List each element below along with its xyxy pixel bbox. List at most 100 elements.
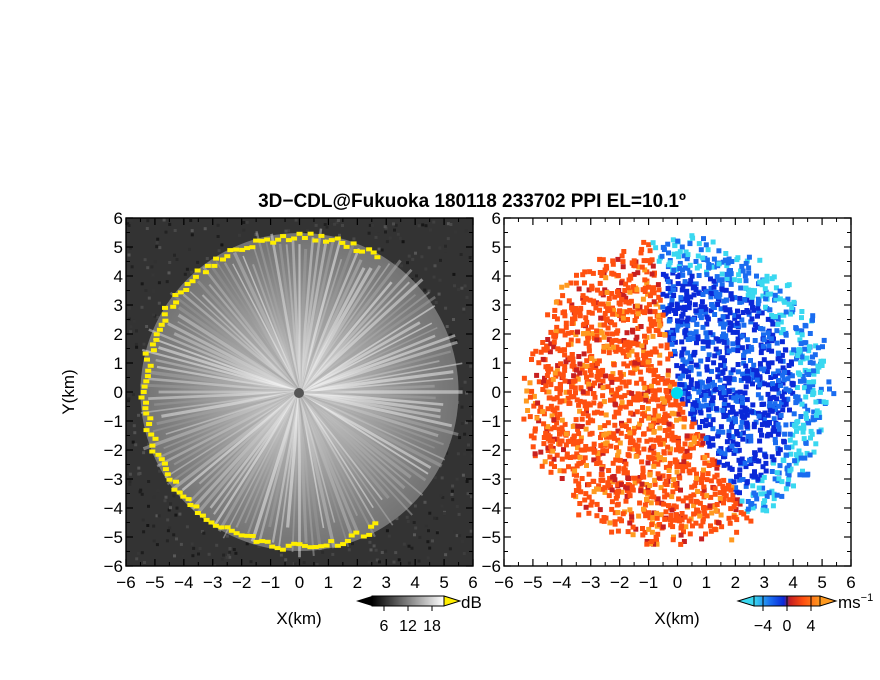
- velocity-pixel: [679, 517, 685, 523]
- velocity-pixel: [756, 296, 761, 302]
- velocity-pixel: [669, 507, 675, 513]
- velocity-pixel: [683, 524, 689, 530]
- noise-speckle: [441, 496, 445, 499]
- velocity-pixel: [569, 330, 575, 336]
- velocity-pixel: [687, 445, 693, 451]
- velocity-pixel: [670, 537, 676, 543]
- velocity-pixel: [785, 465, 791, 471]
- velocity-pixel: [749, 409, 755, 415]
- noise-speckle: [136, 551, 140, 555]
- velocity-pixel: [730, 347, 736, 353]
- velocity-pixel: [626, 476, 631, 481]
- velocity-pixel: [591, 391, 597, 396]
- velocity-pixel: [734, 529, 740, 535]
- noise-speckle: [157, 281, 161, 285]
- velocity-pixel: [569, 384, 575, 390]
- velocity-pixel: [615, 428, 621, 434]
- noise-speckle: [140, 305, 144, 309]
- velocity-pixel: [619, 400, 625, 406]
- velocity-pixel: [534, 372, 540, 378]
- noise-speckle: [428, 511, 432, 515]
- velocity-pixel: [572, 385, 578, 391]
- velocity-pixel: [700, 255, 706, 261]
- velocity-pixel: [783, 422, 789, 428]
- velocity-pixel: [737, 299, 743, 305]
- velocity-pixel: [662, 457, 667, 463]
- velocity-pixel: [620, 511, 626, 517]
- noise-speckle: [471, 257, 473, 261]
- velocity-pixel: [540, 409, 546, 415]
- velocity-pixel: [787, 311, 793, 317]
- velocity-pixel: [635, 342, 641, 348]
- velocity-pixel: [557, 431, 562, 437]
- beam-ray: [298, 295, 436, 394]
- velocity-pixel: [611, 362, 617, 367]
- velocity-pixel: [762, 498, 768, 504]
- velocity-pixel: [721, 462, 727, 468]
- velocity-pixel: [660, 312, 666, 318]
- velocity-pixel: [709, 291, 715, 297]
- velocity-pixel: [667, 384, 673, 390]
- velocity-pixel: [623, 461, 629, 467]
- velocity-pixel: [666, 318, 672, 324]
- noise-speckle: [338, 233, 341, 237]
- velocity-pixel: [798, 452, 804, 458]
- velocity-pixel: [761, 491, 767, 497]
- velocity-pixel: [548, 366, 554, 372]
- velocity-pixel: [770, 460, 776, 466]
- velocity-pixel: [683, 334, 689, 340]
- velocity-pixel: [571, 394, 577, 400]
- edge-pixel: [194, 511, 201, 515]
- velocity-pixel: [689, 233, 695, 239]
- edge-pixel: [249, 245, 256, 250]
- beam-ray: [156, 390, 300, 426]
- velocity-pixel: [545, 406, 551, 412]
- velocity-pixel: [585, 401, 591, 407]
- velocity-pixel: [783, 309, 789, 315]
- velocity-pixel: [650, 333, 656, 339]
- velocity-pixel: [576, 485, 582, 491]
- noise-speckle: [437, 292, 441, 296]
- noise-speckle: [471, 437, 473, 441]
- velocity-pixel: [648, 364, 654, 369]
- noise-speckle: [385, 529, 389, 533]
- velocity-pixel: [542, 375, 547, 381]
- noise-speckle: [198, 547, 202, 550]
- velocity-pixel: [757, 438, 763, 444]
- edge-pixel: [173, 300, 180, 305]
- velocity-pixel: [619, 394, 624, 400]
- velocity-pixel: [706, 391, 712, 397]
- velocity-pixel: [806, 420, 812, 426]
- velocity-pixel: [706, 463, 712, 468]
- beam-ray: [270, 233, 301, 393]
- velocity-pixel: [708, 294, 714, 300]
- velocity-pixel: [751, 307, 757, 313]
- velocity-pixel: [752, 469, 757, 475]
- velocity-pixel: [662, 516, 668, 522]
- velocity-pixel: [603, 515, 609, 521]
- velocity-pixel: [707, 443, 713, 449]
- velocity-pixel: [606, 350, 612, 356]
- noise-speckle: [415, 274, 418, 278]
- velocity-pixel: [626, 352, 632, 358]
- edge-pixel: [368, 524, 375, 529]
- velocity-pixel: [798, 425, 803, 431]
- velocity-pixel: [708, 276, 713, 282]
- velocity-pixel: [655, 496, 661, 502]
- velocity-pixel: [688, 493, 694, 499]
- velocity-pixel: [739, 345, 745, 351]
- velocity-pixel: [607, 475, 613, 481]
- velocity-pixel: [687, 452, 693, 458]
- velocity-pixel: [762, 286, 768, 292]
- velocity-pixel: [582, 269, 588, 275]
- noise-speckle: [129, 218, 133, 222]
- velocity-pixel: [703, 311, 709, 317]
- velocity-pixel: [723, 333, 729, 339]
- velocity-pixel: [717, 385, 723, 390]
- noise-speckle: [455, 477, 459, 481]
- velocity-pixel: [755, 301, 761, 307]
- velocity-pixel: [599, 330, 605, 336]
- velocity-pixel: [665, 398, 671, 404]
- velocity-y-tick-label: 6: [492, 209, 501, 228]
- velocity-pixel: [675, 435, 681, 441]
